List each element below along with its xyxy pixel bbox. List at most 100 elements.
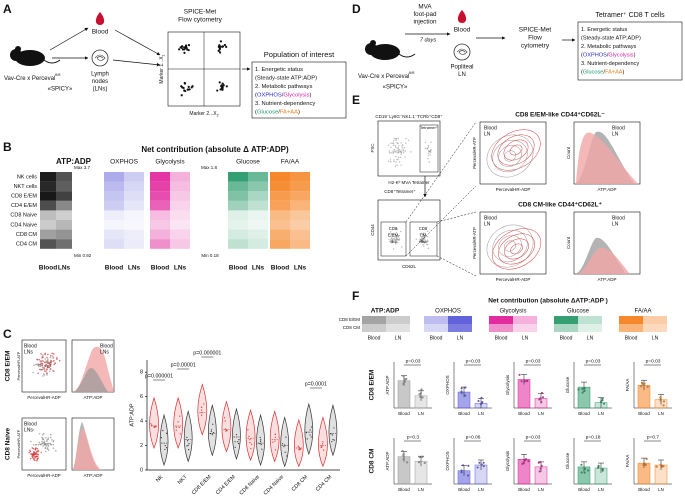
event-dot [39, 443, 42, 446]
data-dot [520, 380, 523, 383]
event-dot [46, 439, 48, 441]
event-dot [419, 240, 421, 243]
column-label: Blood [495, 335, 508, 341]
event-dot [34, 459, 36, 462]
p-value: p=0.03 [466, 358, 481, 364]
violin-dot [285, 436, 287, 438]
text-segment: (Steady-state ATP:ADP) [255, 75, 317, 81]
event-dot [427, 146, 429, 148]
violin-dot [298, 446, 300, 449]
gate-label: CD8 [419, 226, 428, 231]
flow-plot [479, 211, 547, 275]
event-dot [390, 161, 392, 163]
event-dot [400, 164, 402, 166]
list-item: 2. Metabolic pathways [581, 44, 637, 50]
event-dot [45, 361, 47, 364]
event-dot [40, 451, 43, 454]
heatmap-cell [104, 181, 124, 192]
legend-label: LNs [24, 349, 33, 355]
axis-label: H2-Kᵇ MVA Tetramer [388, 180, 430, 185]
method-label: Flow [528, 35, 542, 42]
event-dot [392, 248, 395, 250]
axis-label: PercevalHR-ADP [496, 187, 531, 192]
violin [159, 413, 169, 467]
data-dot [460, 469, 463, 472]
event-dot [44, 450, 47, 453]
heatmap-cell [248, 210, 268, 220]
event-dot [223, 43, 227, 47]
event-dot [181, 45, 184, 48]
event-dot [424, 238, 426, 240]
event-dot [47, 362, 49, 365]
text-segment: Glucose [583, 70, 604, 76]
heatmap-cell [40, 210, 56, 220]
event-dot [397, 239, 399, 241]
violin [183, 410, 193, 463]
row-label: CD8 E/EM [5, 351, 12, 382]
event-dot [225, 45, 228, 49]
event-dot [42, 438, 45, 441]
data-dot [525, 380, 528, 383]
event-dot [52, 443, 54, 446]
scale-label: Min 0.18 [201, 253, 219, 258]
event-dot [41, 442, 43, 445]
event-dot [403, 147, 406, 149]
text-segment: ( [581, 53, 583, 59]
event-dot [45, 442, 47, 445]
row-label: CD8 Naive [5, 428, 12, 461]
heatmap-cell [643, 324, 667, 332]
event-dot [43, 368, 45, 370]
violin [149, 396, 159, 449]
event-dot [35, 363, 37, 366]
heatmap-cell [513, 324, 537, 332]
data-dot [524, 459, 527, 462]
event-dot [51, 438, 53, 441]
data-dot [662, 404, 665, 407]
violin-dot [177, 421, 179, 423]
row-label: CD4 Naive [10, 222, 37, 228]
violin-dot [186, 436, 188, 439]
event-dot [34, 456, 36, 459]
gate-label: CM [420, 233, 427, 238]
event-dot [397, 150, 399, 152]
flow-plot [377, 120, 441, 177]
scale-label: Max 3.7 [74, 165, 91, 170]
panel-label: B [3, 140, 12, 154]
violin-dot [331, 434, 334, 436]
heatmap-cell [386, 324, 410, 332]
heatmap-cell [170, 181, 190, 192]
event-dot [48, 370, 51, 373]
data-dot [643, 382, 646, 385]
event-dot [35, 444, 37, 446]
data-dot [418, 393, 421, 396]
contour [503, 139, 529, 161]
violin [245, 408, 256, 462]
event-dot [393, 160, 395, 163]
axis-label: Glucose [565, 376, 570, 393]
event-dot [410, 151, 412, 153]
heatmap-cell [248, 191, 268, 201]
event-dot [182, 86, 185, 90]
data-dot [538, 470, 541, 473]
violin-dot [238, 439, 240, 441]
event-dot [40, 353, 42, 355]
histogram [576, 132, 638, 184]
event-dot [393, 137, 396, 140]
event-dot [400, 230, 402, 233]
data-dot [583, 387, 586, 390]
heatmap-title: Glycolysis [499, 309, 526, 315]
contour [504, 238, 529, 260]
axis-label: ATP:ADP [598, 187, 617, 192]
violin-dot [333, 427, 335, 429]
violin-dot [201, 414, 203, 416]
data-dot [402, 458, 405, 461]
heatmap-cell [40, 191, 56, 201]
x-tick-label: Blood [578, 487, 590, 492]
heatmap-cell [248, 220, 268, 230]
event-dot [180, 94, 183, 97]
text-segment: Glucose [257, 109, 278, 115]
violin-dot [332, 438, 334, 441]
violin-dot [309, 434, 311, 436]
event-dot [218, 51, 222, 54]
tissue-label: Popliteal [450, 65, 473, 71]
